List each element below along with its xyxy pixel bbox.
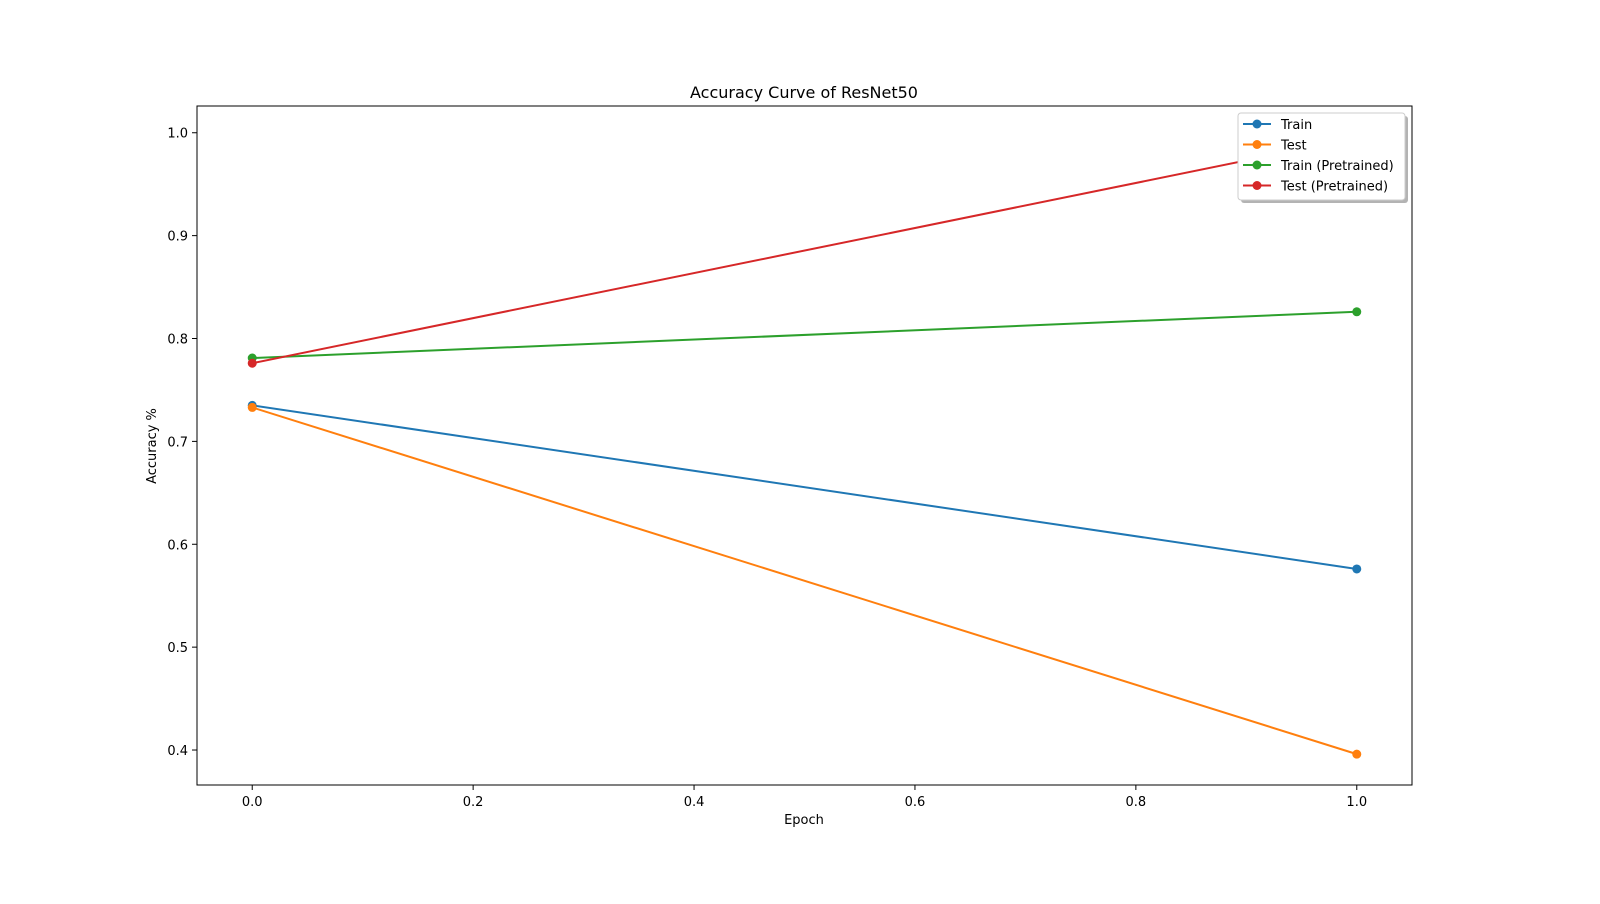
data-point-train-pretrained xyxy=(1352,307,1362,317)
y-tick-label: 0.9 xyxy=(167,230,188,245)
x-tick-label: 0.6 xyxy=(905,795,926,810)
series-line-train xyxy=(252,404,1357,570)
plot-area-frame xyxy=(196,105,1413,786)
x-tick-label: 1.0 xyxy=(1346,795,1367,810)
x-tick-label: 0.0 xyxy=(242,795,263,810)
legend-marker xyxy=(1252,119,1262,129)
legend-entry-label: Test xyxy=(1280,139,1307,154)
legend-marker xyxy=(1252,181,1262,190)
y-tick-label: 0.5 xyxy=(167,641,188,656)
data-point-test-pretrained xyxy=(247,358,257,368)
data-point-test xyxy=(247,402,257,412)
y-tick-label: 0.6 xyxy=(167,538,188,553)
y-tick-label: 0.4 xyxy=(167,744,188,759)
data-point-test xyxy=(1352,749,1362,759)
y-axis-label: Accuracy % xyxy=(145,408,160,484)
series-line-train-pretrained xyxy=(252,310,1357,360)
x-tick-label: 0.4 xyxy=(684,795,705,810)
legend: Train Test Train (Pretrained) Test (Pretrai… xyxy=(1237,112,1408,203)
legend-marker xyxy=(1252,160,1262,170)
x-tick-label: 0.8 xyxy=(1126,795,1147,810)
y-tick-label: 0.8 xyxy=(167,333,188,348)
legend-entry-label: Test (Pretrained) xyxy=(1280,180,1388,195)
legend-entry-label: Train (Pretrained) xyxy=(1280,159,1394,174)
x-axis-label: Epoch xyxy=(784,813,824,828)
chart-title: Accuracy Curve of ResNet50 xyxy=(690,83,918,102)
legend-box xyxy=(1237,112,1406,201)
y-axis: 0.4 0.5 0.6 0.7 0.8 0.9 1.0 xyxy=(167,127,197,759)
series-line-test xyxy=(251,406,1358,756)
legend-marker xyxy=(1252,140,1262,149)
legend-entry-label: Train xyxy=(1280,118,1312,133)
y-tick-label: 0.7 xyxy=(167,435,188,450)
x-axis: 0.0 0.2 0.4 0.6 0.8 1.0 xyxy=(242,785,1367,810)
series-layer xyxy=(247,133,1362,759)
x-tick-label: 0.2 xyxy=(463,795,484,810)
series-line-test-pretrained xyxy=(252,136,1357,365)
data-point-train xyxy=(1352,564,1362,574)
y-tick-label: 1.0 xyxy=(167,127,188,142)
